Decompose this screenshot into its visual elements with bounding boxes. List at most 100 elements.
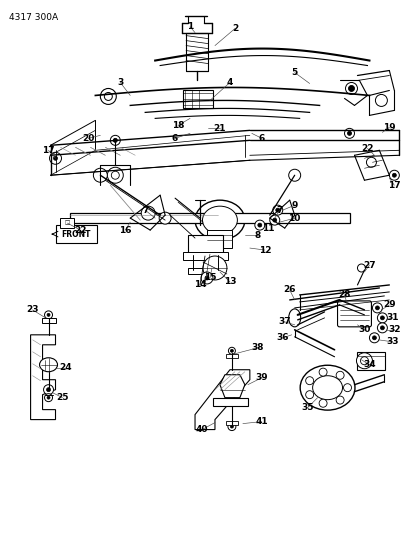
Circle shape	[203, 256, 227, 280]
Circle shape	[110, 135, 120, 146]
Text: 16: 16	[119, 225, 131, 235]
Text: 8: 8	[255, 231, 261, 239]
Circle shape	[201, 272, 213, 284]
Circle shape	[344, 384, 352, 392]
Text: 2: 2	[232, 24, 238, 33]
Text: 6: 6	[259, 134, 265, 143]
Circle shape	[366, 157, 377, 167]
Text: 10: 10	[288, 214, 301, 223]
Circle shape	[357, 353, 373, 369]
Bar	[183, 91, 213, 108]
Circle shape	[159, 212, 171, 224]
Ellipse shape	[300, 365, 355, 410]
Text: 17: 17	[42, 146, 55, 155]
Circle shape	[100, 88, 116, 104]
Text: 31: 31	[386, 313, 399, 322]
Text: 22: 22	[74, 225, 86, 235]
Text: 37: 37	[278, 317, 291, 326]
Bar	[357, 352, 386, 370]
Circle shape	[141, 206, 155, 220]
Circle shape	[380, 316, 384, 320]
Text: 39: 39	[255, 373, 268, 382]
Ellipse shape	[313, 376, 343, 400]
Circle shape	[336, 396, 344, 404]
Bar	[188, 268, 218, 274]
Circle shape	[375, 306, 379, 310]
Bar	[55, 225, 98, 243]
Text: 6: 6	[172, 134, 178, 143]
Text: 13: 13	[224, 278, 236, 286]
Bar	[220, 213, 350, 223]
Text: 3: 3	[117, 78, 123, 87]
Bar	[71, 213, 218, 223]
Circle shape	[205, 276, 209, 280]
Circle shape	[373, 303, 382, 313]
Text: 24: 24	[59, 363, 72, 372]
Circle shape	[111, 171, 119, 179]
Text: 18: 18	[172, 121, 184, 130]
Text: 32: 32	[388, 325, 401, 334]
Text: 15: 15	[204, 273, 216, 282]
Bar	[226, 354, 238, 358]
Text: 21: 21	[214, 124, 226, 133]
Text: 14: 14	[194, 280, 206, 289]
Circle shape	[231, 349, 233, 352]
Circle shape	[228, 348, 235, 354]
Circle shape	[44, 385, 53, 394]
Circle shape	[113, 139, 117, 142]
Text: 7: 7	[142, 206, 149, 215]
Text: 29: 29	[383, 301, 396, 309]
Circle shape	[360, 357, 368, 365]
Circle shape	[392, 173, 396, 177]
FancyBboxPatch shape	[337, 301, 371, 327]
Circle shape	[228, 423, 236, 431]
Ellipse shape	[202, 206, 237, 234]
Circle shape	[49, 152, 62, 164]
Circle shape	[270, 215, 280, 225]
Circle shape	[306, 391, 314, 399]
Text: 4317 300A: 4317 300A	[9, 13, 58, 22]
Circle shape	[380, 326, 384, 330]
Text: 34: 34	[363, 360, 376, 369]
Circle shape	[336, 372, 344, 379]
Circle shape	[289, 169, 301, 181]
Text: 23: 23	[27, 305, 39, 314]
Text: 1: 1	[187, 22, 193, 31]
Text: 19: 19	[383, 123, 396, 132]
Circle shape	[276, 208, 280, 212]
Circle shape	[357, 264, 366, 272]
Circle shape	[306, 377, 314, 385]
Text: 38: 38	[252, 343, 264, 352]
Polygon shape	[220, 375, 245, 398]
Polygon shape	[195, 370, 250, 430]
Text: □: □	[65, 221, 70, 225]
Circle shape	[373, 336, 377, 340]
Circle shape	[273, 218, 277, 222]
Text: 35: 35	[302, 403, 314, 412]
Circle shape	[344, 128, 355, 139]
Circle shape	[348, 85, 355, 92]
Circle shape	[44, 394, 53, 402]
Text: 22: 22	[361, 144, 374, 153]
Text: 7: 7	[277, 206, 283, 215]
Bar	[60, 218, 74, 228]
Ellipse shape	[195, 200, 245, 240]
Circle shape	[369, 333, 379, 343]
Text: 17: 17	[388, 181, 401, 190]
Text: 20: 20	[82, 134, 95, 143]
Text: 30: 30	[358, 325, 370, 334]
Text: 25: 25	[56, 393, 69, 402]
Bar	[226, 421, 238, 425]
Polygon shape	[31, 335, 55, 419]
Circle shape	[377, 323, 387, 333]
Circle shape	[47, 387, 51, 392]
Circle shape	[377, 313, 387, 323]
Text: 5: 5	[292, 68, 298, 77]
Circle shape	[255, 220, 265, 230]
Bar	[207, 230, 232, 248]
Bar	[42, 318, 55, 323]
Circle shape	[53, 156, 58, 160]
Circle shape	[273, 205, 283, 215]
Text: 40: 40	[196, 425, 208, 434]
Ellipse shape	[289, 309, 301, 327]
